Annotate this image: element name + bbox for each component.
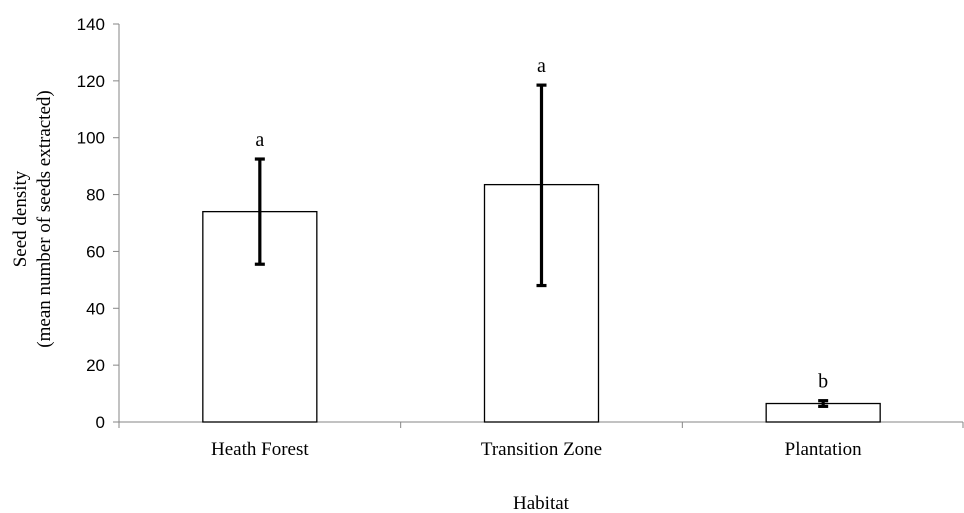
y-tick-label: 60	[86, 242, 105, 261]
y-tick-label: 80	[86, 186, 105, 205]
y-axis-title-line-1: Seed density	[10, 170, 31, 267]
bars	[202, 183, 881, 423]
y-tick-label: 120	[77, 72, 105, 91]
x-tick-label: Transition Zone	[481, 439, 602, 460]
x-tick-label: Heath Forest	[211, 439, 309, 460]
x-tick-label: Plantation	[785, 439, 863, 460]
y-tick-label: 20	[86, 356, 105, 375]
error-bars	[254, 83, 829, 408]
significance-label: a	[537, 55, 546, 77]
significance-label: a	[255, 129, 264, 151]
y-axis-ticks: 0 20 40 60 80 100 120 140	[77, 15, 119, 432]
y-tick-label: 0	[96, 413, 105, 432]
y-tick-label: 140	[77, 15, 105, 34]
y-tick-label: 40	[86, 299, 105, 318]
error-bar	[818, 399, 829, 408]
error-bar	[536, 83, 547, 288]
x-tick-labels: Heath Forest Transition Zone Plantation	[211, 439, 862, 460]
significance-label: b	[818, 371, 828, 393]
y-tick-label: 100	[77, 129, 105, 148]
x-axis-title: Habitat	[513, 493, 570, 513]
y-axis-title: Seed density (mean number of seeds extra…	[10, 90, 55, 347]
significance-labels: a a b	[255, 55, 828, 393]
x-axis-ticks	[118, 422, 964, 428]
error-bar	[254, 157, 265, 266]
y-axis-title-line-2: (mean number of seeds extracted)	[34, 90, 55, 347]
